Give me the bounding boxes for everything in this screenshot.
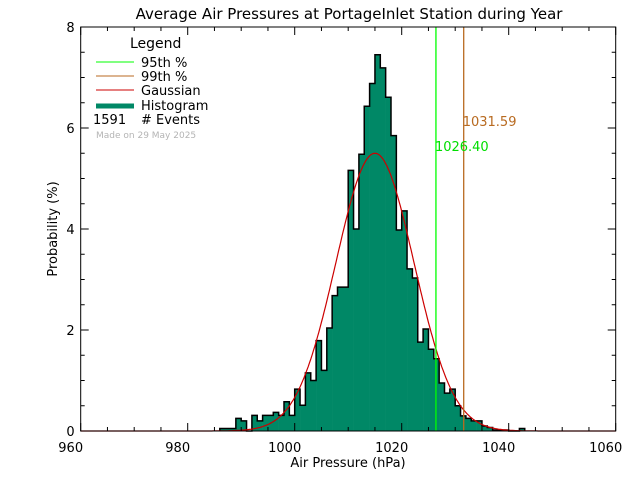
x-tick-label: 980 — [165, 441, 190, 456]
histogram-bar — [310, 380, 317, 431]
legend-label-99th: 99th % — [141, 70, 187, 85]
histogram-bar — [321, 370, 328, 431]
histogram-bar — [487, 427, 493, 431]
histogram-bar — [433, 358, 440, 431]
histogram-bar — [374, 54, 381, 432]
histogram-bar — [294, 389, 301, 431]
histogram-bar — [428, 349, 435, 431]
histogram-bar — [316, 340, 322, 431]
legend-title: Legend — [130, 36, 181, 52]
x-tick-label: 960 — [58, 441, 83, 456]
y-tick-label: 4 — [66, 223, 74, 238]
axes — [80, 26, 617, 432]
events-label: # Events — [141, 113, 200, 128]
histogram-bar — [235, 418, 242, 431]
histogram-bar — [385, 97, 392, 431]
histogram-bar — [455, 405, 461, 431]
legend: Legend 95th % 99th % Gaussian Histogram … — [93, 36, 208, 141]
y-tick-labels: 0 2 4 6 8 — [66, 21, 74, 440]
histogram-bar — [273, 412, 279, 431]
histogram-bar — [449, 389, 456, 431]
histogram-bar — [401, 210, 408, 431]
histogram-bars — [219, 54, 526, 432]
histogram-bar — [358, 154, 365, 431]
x-axis-label: Air Pressure (hPa) — [290, 456, 405, 471]
histogram-bar — [369, 83, 376, 431]
y-tick-label: 6 — [66, 122, 74, 137]
histogram-bar — [465, 418, 472, 431]
legend-label-95th: 95th % — [141, 56, 187, 71]
legend-label-histogram: Histogram — [141, 99, 208, 114]
legend-label-gaussian: Gaussian — [141, 84, 201, 99]
percentile-95-label: 1026.40 — [435, 140, 489, 155]
x-tick-label: 1040 — [482, 441, 515, 456]
x-tick-label: 1020 — [375, 441, 408, 456]
y-tick-label: 8 — [66, 21, 74, 36]
histogram-outline — [219, 54, 526, 432]
histogram-bar — [219, 428, 226, 431]
histogram-bar — [519, 428, 526, 431]
y-tick-label: 0 — [66, 425, 74, 440]
histogram-bar — [251, 415, 258, 431]
histogram-bar — [471, 420, 477, 431]
histogram-bar — [278, 415, 285, 431]
x-tick-labels: 960 980 1000 1020 1040 1060 — [58, 441, 622, 456]
histogram-bar — [417, 342, 424, 431]
histogram-bar — [300, 405, 306, 431]
chart-title: Average Air Pressures at PortageInlet St… — [136, 5, 564, 23]
histogram-bar — [391, 135, 397, 431]
events-count: 1591 — [93, 113, 126, 128]
histogram-bar — [348, 170, 354, 432]
histogram-bar — [230, 428, 237, 431]
histogram-bar — [396, 230, 402, 431]
histogram-bar — [364, 106, 370, 431]
percentile-99-label: 1031.59 — [463, 115, 517, 130]
histogram-bar — [476, 420, 483, 431]
histogram-bar — [262, 415, 269, 431]
histogram-bar — [305, 372, 312, 431]
y-axis-label: Probability (%) — [46, 181, 61, 276]
histogram-bar — [225, 428, 231, 431]
histogram-bar — [353, 229, 360, 431]
histogram-bar — [407, 268, 413, 431]
histogram-bar — [326, 327, 333, 431]
histogram-bar — [412, 277, 419, 431]
x-tick-label: 1060 — [589, 441, 622, 456]
histogram-bar — [284, 401, 290, 431]
histogram-bar — [380, 67, 386, 431]
made-on-note: Made on 29 May 2025 — [96, 131, 196, 141]
histogram-bar — [342, 287, 349, 431]
histogram-bar — [289, 415, 295, 431]
x-tick-label: 1000 — [268, 441, 301, 456]
histogram-bar — [444, 393, 451, 431]
histogram-bar — [332, 295, 338, 431]
y-tick-label: 2 — [66, 324, 74, 339]
histogram-bar — [257, 420, 263, 431]
histogram-bar — [481, 425, 488, 431]
histogram-bar — [423, 328, 429, 431]
histogram-bar — [439, 383, 445, 431]
histogram-bar — [241, 420, 247, 431]
histogram-bar — [337, 287, 344, 431]
